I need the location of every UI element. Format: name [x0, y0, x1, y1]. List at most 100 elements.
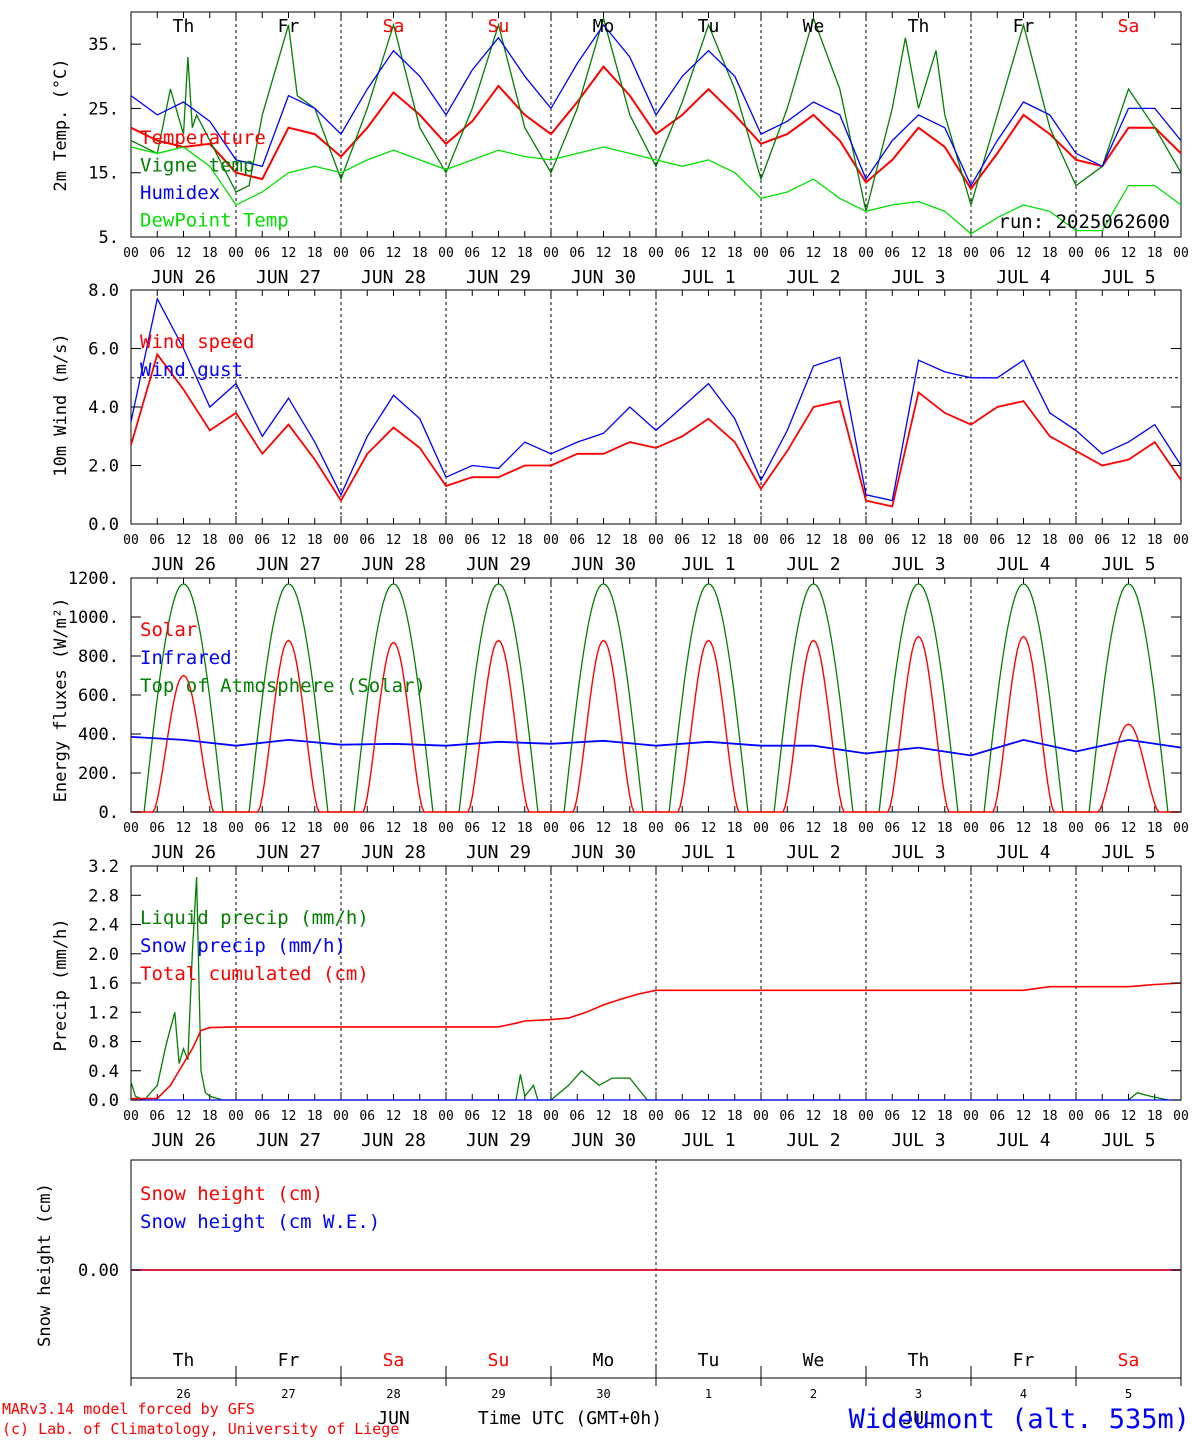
weekday-label: Tu [698, 1350, 720, 1371]
hour-tick-label: 12 [1016, 1109, 1032, 1124]
hour-tick-label: 00 [228, 246, 244, 261]
hour-tick-label: 12 [911, 1109, 927, 1124]
day-label: JUN 28 [361, 554, 426, 575]
weekday-label: Th [173, 16, 195, 37]
hour-tick-label: 00 [753, 533, 769, 548]
day-label: JUN 29 [466, 554, 531, 575]
hour-tick-label: 18 [727, 821, 743, 836]
day-label: JUL 4 [996, 267, 1050, 288]
weekday-label: Th [173, 1350, 195, 1371]
hour-tick-label: 06 [464, 246, 480, 261]
y-tick-label: 6.0 [88, 340, 119, 360]
hour-tick-label: 06 [464, 1109, 480, 1124]
hour-tick-label: 12 [701, 1109, 717, 1124]
day-label: JUN 27 [256, 842, 321, 863]
hour-tick-label: 00 [963, 533, 979, 548]
hour-tick-label: 06 [359, 1109, 375, 1124]
y-tick-label: 1.6 [88, 974, 119, 994]
y-tick-label: 0. [99, 803, 119, 823]
day-label: JUN 30 [571, 267, 636, 288]
weekday-label: Sa [1118, 16, 1140, 37]
day-label: JUN 27 [256, 554, 321, 575]
hour-tick-label: 18 [832, 533, 848, 548]
day-label: JUN 29 [466, 267, 531, 288]
hour-tick-label: 18 [202, 821, 218, 836]
day-label: JUL 2 [786, 554, 840, 575]
series-line-wind-speed [130, 352, 1182, 508]
hour-tick-label: 00 [543, 246, 559, 261]
hour-tick-label: 18 [1147, 246, 1163, 261]
hour-tick-label: 12 [491, 533, 507, 548]
legend-entry: Snow height (cm) [140, 1183, 323, 1205]
hour-tick-label: 00 [123, 1109, 139, 1124]
hour-tick-label: 18 [517, 533, 533, 548]
hour-tick-label: 18 [412, 821, 428, 836]
hour-tick-label: 06 [1094, 246, 1110, 261]
hour-tick-label: 00 [1068, 821, 1084, 836]
hour-tick-label: 18 [307, 821, 323, 836]
hour-tick-label: 00 [648, 533, 664, 548]
hour-tick-label: 06 [149, 1109, 165, 1124]
day-label: JUN 29 [466, 842, 531, 863]
hour-tick-label: 00 [228, 533, 244, 548]
hour-tick-label: 06 [884, 246, 900, 261]
day-label: JUN 27 [256, 1130, 321, 1151]
hour-tick-label: 00 [1068, 1109, 1084, 1124]
hour-tick-label: 06 [674, 821, 690, 836]
hour-tick-label: 00 [963, 246, 979, 261]
hour-tick-label: 12 [1121, 821, 1137, 836]
day-label: JUL 2 [786, 267, 840, 288]
hour-tick-label: 06 [779, 246, 795, 261]
hour-tick-label: 00 [753, 1109, 769, 1124]
hour-tick-label: 12 [701, 246, 717, 261]
hour-tick-label: 06 [254, 246, 270, 261]
hour-tick-label: 12 [281, 821, 297, 836]
bottom-day-label: 29 [491, 1387, 505, 1401]
legend-entry: Liquid precip (mm/h) [140, 907, 369, 929]
hour-tick-label: 06 [569, 246, 585, 261]
hour-tick-label: 18 [412, 246, 428, 261]
hour-tick-label: 00 [333, 821, 349, 836]
hour-tick-label: 00 [123, 533, 139, 548]
day-label: JUL 4 [996, 842, 1050, 863]
hour-tick-label: 12 [806, 821, 822, 836]
series-line-solar [131, 635, 1181, 813]
hour-tick-label: 12 [386, 1109, 402, 1124]
hour-tick-label: 06 [254, 1109, 270, 1124]
legend-entry: Total cumulated (cm) [140, 963, 369, 985]
hour-tick-label: 12 [806, 1109, 822, 1124]
legend-entry: Temperature [140, 127, 266, 149]
bottom-day-label: 28 [386, 1387, 400, 1401]
day-label: JUL 3 [891, 267, 945, 288]
hour-tick-label: 12 [1121, 1109, 1137, 1124]
weekday-label: Sa [383, 16, 405, 37]
hour-tick-label: 12 [596, 246, 612, 261]
hour-tick-label: 12 [596, 533, 612, 548]
hour-tick-label: 06 [464, 533, 480, 548]
y-tick-label: 800. [78, 647, 119, 667]
hour-tick-label: 12 [176, 246, 192, 261]
hour-tick-label: 06 [254, 821, 270, 836]
hour-tick-label: 06 [674, 246, 690, 261]
station-name: Wideumont (alt. 535m) [849, 1404, 1190, 1435]
hour-tick-label: 00 [648, 246, 664, 261]
hour-tick-label: 12 [176, 1109, 192, 1124]
y-tick-label: 0.0 [88, 1091, 119, 1111]
day-label: JUN 30 [571, 554, 636, 575]
day-label: JUL 2 [786, 1130, 840, 1151]
day-label: JUN 26 [151, 267, 216, 288]
hour-tick-label: 06 [359, 533, 375, 548]
y-axis-label: 10m Wind (m/s) [51, 333, 71, 476]
day-label: JUL 5 [1101, 554, 1155, 575]
y-tick-label: 8.0 [88, 281, 119, 301]
hour-tick-label: 12 [386, 821, 402, 836]
day-label: JUN 26 [151, 1130, 216, 1151]
run-label: run: 2025062600 [998, 211, 1170, 233]
hour-tick-label: 18 [832, 1109, 848, 1124]
y-tick-label: 0.8 [88, 1033, 119, 1053]
day-label: JUN 28 [361, 1130, 426, 1151]
hour-tick-label: 00 [858, 533, 874, 548]
hour-tick-label: 00 [333, 246, 349, 261]
hour-tick-label: 06 [254, 533, 270, 548]
